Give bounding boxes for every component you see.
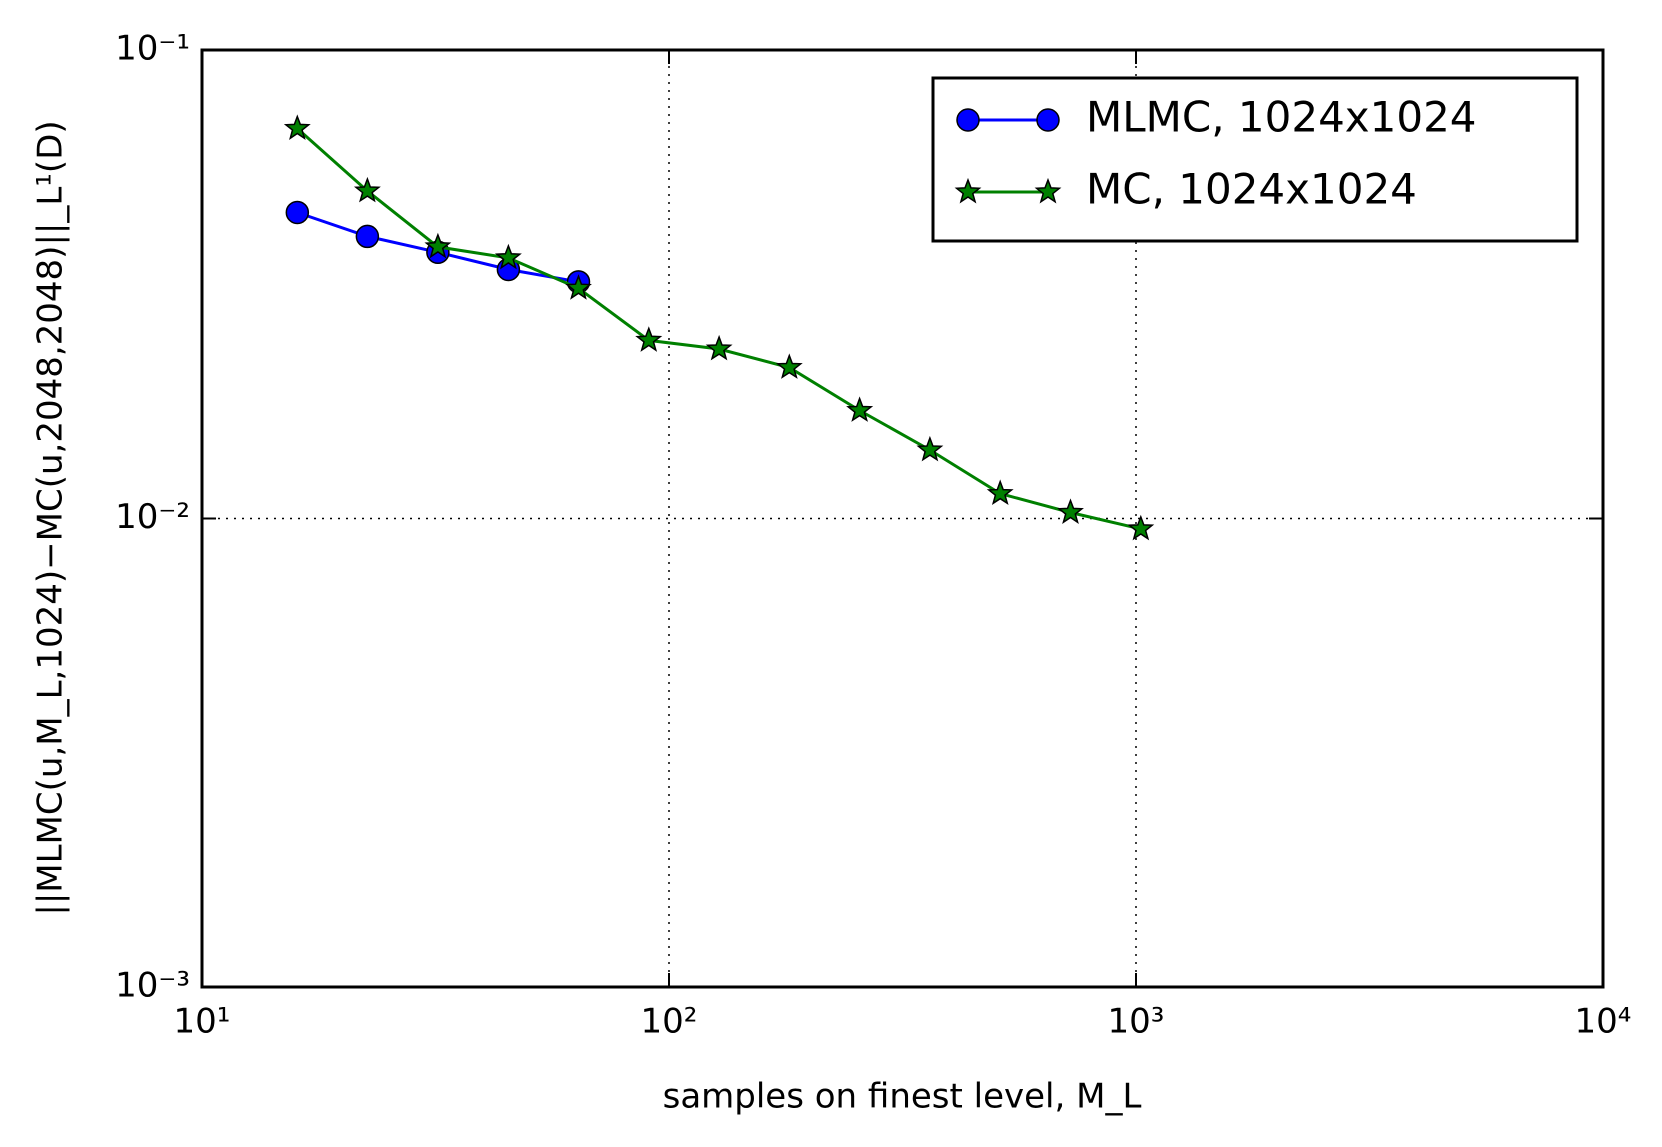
y-tick-label: 10⁻³ — [115, 966, 190, 1006]
legend-box — [931, 76, 1579, 243]
y-tick-label: 10⁻¹ — [115, 29, 190, 69]
y-axis-label: ||MLMC(u,M_L,1024)−MC(u,2048,2048)||_L¹(… — [31, 120, 71, 915]
star-marker — [846, 396, 874, 422]
circle-marker — [355, 224, 380, 249]
x-tick-label: 10² — [641, 1002, 698, 1042]
star-marker — [705, 334, 733, 361]
star-marker — [986, 479, 1014, 506]
star-marker — [424, 232, 452, 259]
y-tick-label: 10⁻² — [115, 497, 190, 537]
legend-marker — [1034, 177, 1062, 204]
circle-marker — [285, 200, 310, 225]
star-marker — [916, 435, 944, 462]
star-marker — [635, 326, 663, 352]
star-marker — [283, 114, 311, 140]
star-marker — [1057, 498, 1084, 524]
star-marker — [565, 274, 592, 300]
legend-label: MC, 1024x1024 — [1086, 165, 1417, 214]
x-tick-label: 10¹ — [174, 1002, 231, 1042]
legend-marker — [954, 177, 982, 204]
x-axis-label: samples on finest level, M_L — [663, 1077, 1142, 1117]
star-marker — [775, 353, 803, 379]
star-marker — [494, 243, 522, 270]
star-marker — [353, 176, 381, 203]
legend: MLMC, 1024x1024 MC, 1024x1024 — [931, 76, 1579, 243]
star-marker — [1127, 514, 1155, 541]
legend-marker — [956, 108, 980, 132]
x-tick-label: 10⁴ — [1575, 1002, 1632, 1042]
legend-marker — [1036, 108, 1060, 132]
x-tick-label: 10³ — [1108, 1002, 1165, 1042]
legend-label: MLMC, 1024x1024 — [1086, 93, 1477, 142]
plot-frame — [200, 48, 1605, 989]
